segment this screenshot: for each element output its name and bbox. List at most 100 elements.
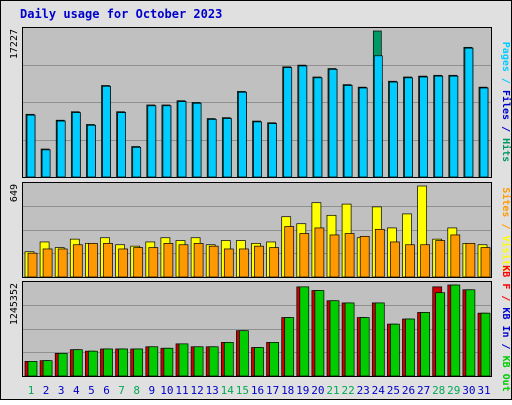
bar-sites-day-19 — [299, 233, 310, 278]
day-label-7: 7 — [118, 384, 125, 397]
day-label-27: 27 — [417, 384, 430, 397]
day-label-19: 19 — [296, 384, 309, 397]
bar-kb-out-day-6 — [103, 348, 113, 377]
bar-kb-out-day-12 — [193, 346, 204, 377]
bar-pages-day-21 — [328, 69, 338, 178]
legend-entry-separator: / — [500, 217, 511, 235]
day-label-23: 23 — [357, 384, 370, 397]
bar-kb-out-day-19 — [299, 286, 310, 377]
bar-pages-day-17 — [268, 123, 277, 178]
bar-sites-day-3 — [57, 248, 68, 278]
day-label-1: 1 — [28, 384, 35, 397]
max-value-label-pages-files-hits: 17227 — [9, 29, 20, 59]
bar-pages-day-25 — [389, 81, 398, 178]
bar-kb-out-day-25 — [390, 323, 400, 377]
bar-kb-out-day-28 — [435, 292, 446, 377]
bar-sites-day-4 — [72, 244, 83, 278]
bar-sites-day-15 — [239, 248, 249, 278]
bar-sites-day-31 — [480, 247, 491, 278]
bar-pages-day-19 — [298, 65, 308, 178]
day-label-15: 15 — [236, 384, 249, 397]
legend-entry-kb-f: KB F — [500, 265, 511, 289]
bar-sites-day-13 — [208, 245, 219, 278]
day-label-9: 9 — [148, 384, 155, 397]
day-label-13: 13 — [206, 384, 219, 397]
bar-pages-day-26 — [404, 77, 413, 178]
bar-kb-out-day-27 — [420, 312, 430, 377]
day-label-11: 11 — [175, 384, 188, 397]
bar-sites-day-27 — [420, 244, 430, 278]
bar-kb-out-day-17 — [269, 342, 279, 377]
bar-pages-day-16 — [253, 121, 262, 178]
bar-kb-out-day-3 — [57, 352, 68, 377]
day-label-5: 5 — [88, 384, 95, 397]
bar-sites-day-17 — [269, 247, 279, 278]
bar-sites-day-24 — [374, 228, 385, 278]
bar-kb-out-day-7 — [118, 348, 128, 377]
day-label-29: 29 — [447, 384, 460, 397]
bar-pages-day-9 — [147, 105, 157, 178]
day-label-2: 2 — [43, 384, 50, 397]
bar-sites-day-9 — [148, 247, 159, 278]
bar-kb-out-day-30 — [465, 289, 476, 377]
bar-pages-day-30 — [464, 47, 474, 178]
bar-kb-out-day-8 — [133, 348, 144, 377]
bar-sites-day-6 — [103, 242, 113, 278]
day-label-12: 12 — [190, 384, 203, 397]
legend-kbf-kbin-kbout: KB F / KB In / KB Out — [500, 265, 511, 391]
day-label-22: 22 — [341, 384, 354, 397]
bar-pages-day-18 — [283, 67, 293, 178]
bar-pages-day-12 — [192, 102, 202, 178]
bar-pages-day-5 — [87, 124, 96, 178]
bar-sites-day-26 — [405, 244, 415, 278]
bar-sites-day-14 — [223, 248, 234, 278]
day-label-30: 30 — [462, 384, 475, 397]
bar-pages-day-28 — [434, 75, 444, 178]
day-label-24: 24 — [372, 384, 386, 397]
legend-pages-files-hits: Pages / Files / Hits — [500, 42, 512, 162]
day-label-16: 16 — [251, 384, 264, 397]
bar-kb-out-day-11 — [178, 343, 189, 377]
bar-kb-out-day-23 — [359, 317, 370, 377]
bar-kb-out-day-31 — [480, 312, 491, 377]
bar-kb-out-day-2 — [42, 360, 53, 377]
bar-pages-day-13 — [207, 119, 217, 178]
day-label-8: 8 — [133, 384, 140, 397]
bar-kb-out-day-29 — [450, 284, 461, 377]
bar-sites-day-21 — [329, 234, 340, 278]
legend-entry-kb-out: KB Out — [500, 356, 511, 392]
day-label-21: 21 — [326, 384, 339, 397]
day-label-26: 26 — [402, 384, 415, 397]
bar-kb-out-day-16 — [254, 347, 264, 377]
day-label-28: 28 — [432, 384, 445, 397]
bar-kb-out-day-18 — [284, 317, 295, 377]
bar-kb-out-day-9 — [148, 346, 159, 377]
bar-pages-day-14 — [222, 118, 232, 178]
bar-pages-day-7 — [117, 112, 126, 178]
bar-kb-out-day-26 — [405, 318, 415, 377]
bar-kb-out-day-13 — [208, 346, 219, 377]
legend-entry-files: Files — [500, 90, 512, 120]
day-label-4: 4 — [73, 384, 80, 397]
legend-entry-pages: Pages — [500, 42, 511, 72]
bar-sites-day-8 — [133, 247, 144, 278]
bar-pages-day-22 — [343, 85, 353, 178]
legend-entry-separator: / — [500, 120, 511, 138]
day-label-17: 17 — [266, 384, 279, 397]
bar-pages-day-24 — [373, 55, 383, 178]
bar-pages-day-20 — [313, 77, 323, 178]
bar-sites-day-11 — [178, 244, 189, 278]
bar-pages-day-4 — [71, 112, 81, 178]
bar-sites-day-7 — [118, 248, 128, 278]
bar-kb-out-day-24 — [374, 302, 385, 377]
bar-kb-out-day-4 — [72, 349, 83, 377]
bar-sites-day-12 — [193, 242, 204, 278]
bar-pages-day-29 — [449, 75, 459, 178]
bar-sites-day-22 — [344, 233, 355, 278]
legend-entry-visits: Visits — [500, 236, 512, 272]
legend-entry-separator: / — [500, 338, 511, 356]
bar-pages-day-11 — [177, 101, 187, 178]
bar-pages-day-27 — [419, 76, 428, 178]
